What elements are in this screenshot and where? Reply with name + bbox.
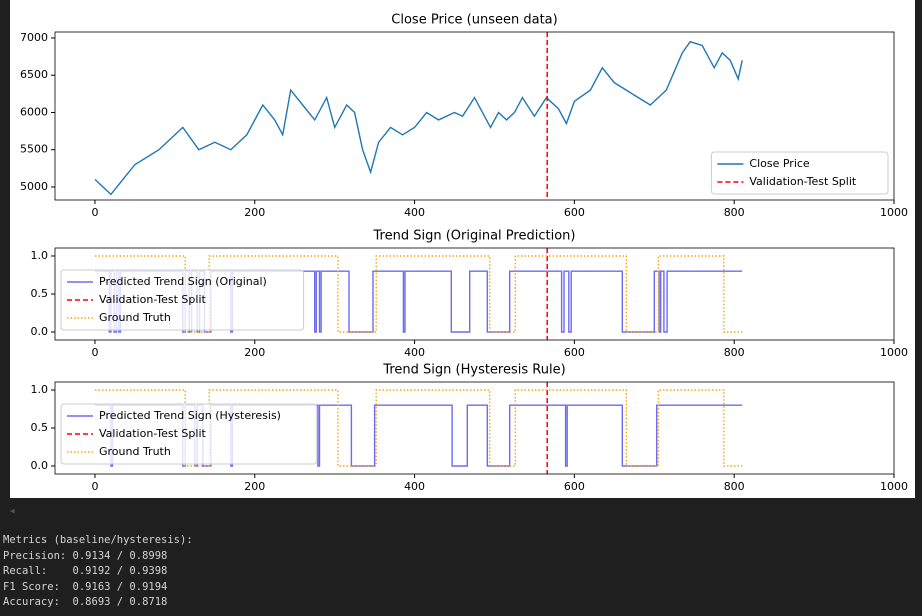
series-line <box>94 40 743 196</box>
series-line <box>95 255 743 333</box>
scroll-arrow: ◂ <box>10 507 15 517</box>
legend-box <box>60 269 305 331</box>
legend-label: Close Price <box>749 157 810 170</box>
chart-title: Trend Sign (Original Prediction) <box>373 229 576 244</box>
y-tick-label: 0.0 <box>31 325 49 338</box>
y-tick-label: 5000 <box>20 180 48 193</box>
x-tick-label: 800 <box>724 346 745 359</box>
legend-box <box>710 151 889 195</box>
y-tick-label: 6500 <box>20 68 48 81</box>
legend-label: Ground Truth <box>99 311 171 324</box>
x-tick-label: 1000 <box>880 480 908 493</box>
chart-title: Trend Sign (Hysteresis Rule) <box>382 363 565 378</box>
x-tick-label: 0 <box>91 206 98 219</box>
console-line: Precision: 0.9134 / 0.8998 <box>3 549 168 562</box>
axes-frame <box>54 381 895 475</box>
y-tick-label: 0.5 <box>31 287 49 300</box>
axes-frame <box>54 247 895 341</box>
y-tick-label: 0.5 <box>31 421 49 434</box>
y-tick-label: 6000 <box>20 105 48 118</box>
y-tick-label: 1.0 <box>31 249 49 262</box>
legend-label: Validation-Test Split <box>99 427 207 440</box>
x-tick-label: 400 <box>404 346 425 359</box>
x-tick-label: 200 <box>244 206 265 219</box>
legend-label: Ground Truth <box>99 445 171 458</box>
legend-box <box>60 403 318 465</box>
chart-title: Close Price (unseen data) <box>391 13 557 28</box>
console-output: Metrics (baseline/hysteresis): Precision:… <box>3 533 193 611</box>
y-tick-label: 7000 <box>20 31 48 44</box>
axes-frame <box>54 31 895 201</box>
series-line <box>95 389 743 467</box>
x-tick-label: 0 <box>91 346 98 359</box>
x-tick-label: 800 <box>724 480 745 493</box>
legend-label: Predicted Trend Sign (Original) <box>99 275 267 288</box>
legend-label: Predicted Trend Sign (Hysteresis) <box>99 409 281 422</box>
figure: ◂ Close Price (unseen data) 0 200 400 600 800… <box>10 0 915 517</box>
x-tick-label: 400 <box>404 480 425 493</box>
x-tick-label: 0 <box>91 480 98 493</box>
x-tick-label: 200 <box>244 480 265 493</box>
x-tick-label: 1000 <box>880 346 908 359</box>
x-tick-label: 600 <box>564 480 585 493</box>
console-line: Accuracy: 0.8693 / 0.8718 <box>3 596 168 608</box>
x-tick-label: 200 <box>244 346 265 359</box>
y-tick-label: 0.0 <box>31 459 49 472</box>
x-tick-label: 800 <box>724 206 745 219</box>
console-line: Recall: 0.9192 / 0.9398 <box>3 565 168 577</box>
console-line: Metrics (baseline/hysteresis): <box>3 534 193 546</box>
x-tick-label: 1000 <box>880 206 908 219</box>
console-line: F1 Score: 0.9163 / 0.9194 <box>3 580 168 593</box>
x-tick-label: 600 <box>564 206 585 219</box>
y-tick-label: 1.0 <box>31 383 49 396</box>
legend-label: Validation-Test Split <box>99 293 207 306</box>
legend-label: Validation-Test Split <box>749 175 857 188</box>
x-tick-label: 400 <box>404 206 425 219</box>
y-tick-label: 5500 <box>20 143 48 156</box>
x-tick-label: 600 <box>564 346 585 359</box>
